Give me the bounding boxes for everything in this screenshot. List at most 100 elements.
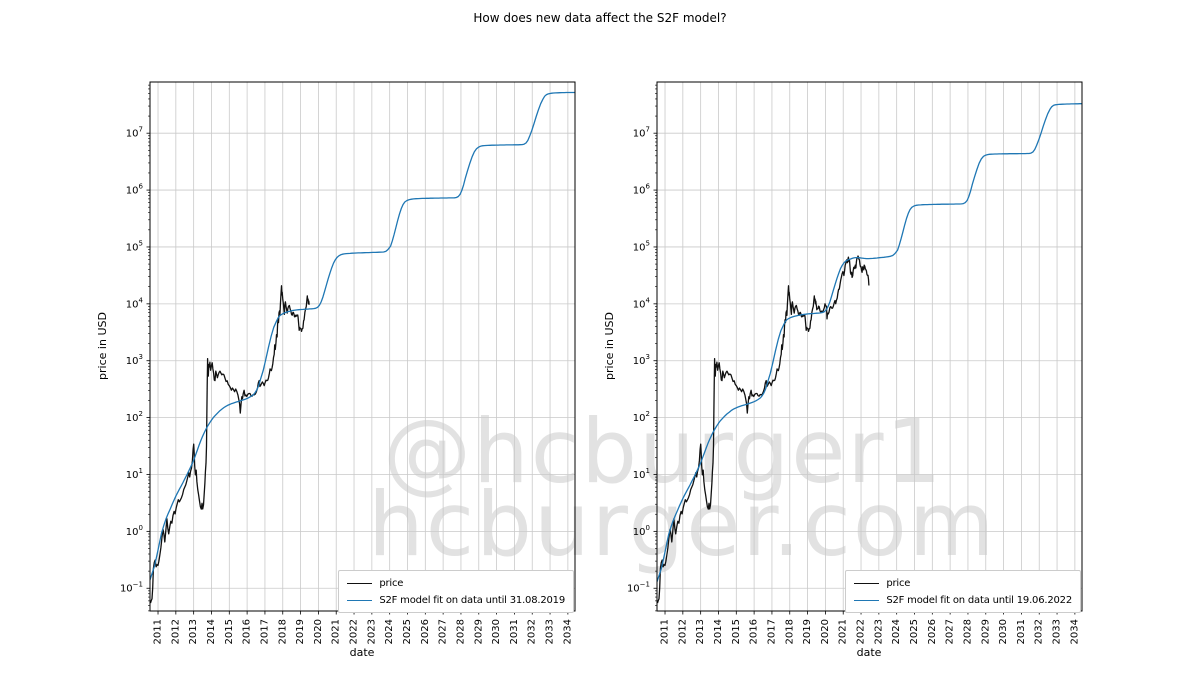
x-tick-label: 2018 [784,619,795,644]
legend-label: price [886,577,911,589]
x-tick-label: 2017 [259,619,270,644]
x-tick-label: 2031 [1016,619,1027,644]
x-tick-label: 2030 [491,619,502,644]
x-tick-label: 2020 [313,619,324,644]
y-tick-label: 107 [633,126,650,140]
x-tick-label: 2024 [384,619,395,644]
x-tick-label: 2013 [188,619,199,644]
x-tick-label: 2021 [331,619,342,644]
legend-label: price [379,577,404,589]
x-tick-label: 2015 [731,619,742,644]
x-tick-label: 2017 [766,619,777,644]
x-tick-label: 2018 [277,619,288,644]
legend-label: S2F model fit on data until 31.08.2019 [379,594,565,606]
x-tick-label: 2033 [1052,619,1063,644]
y-tick-label: 105 [126,239,143,253]
grid [657,82,1082,611]
left-chart-x-axis-label: date [349,646,375,659]
y-tick-label: 103 [633,353,650,367]
left-chart-y-axis-label: price in USD [96,312,109,380]
s2f_model-line [150,91,575,581]
x-tick-label: 2027 [945,619,956,644]
x-tick-label: 2029 [980,619,991,644]
s2f-model-line-sample [347,599,373,601]
legend-entry-price: price [854,576,1072,590]
x-tick-label: 2016 [242,619,253,644]
y-tick-label: 100 [126,524,143,538]
x-tick-label: 2034 [1069,619,1080,644]
left-chart-canvas: 2011 2012 2013 2014 2015 2016 2017 2018 2019 2020… [120,81,576,645]
x-tick-label: 2020 [820,619,831,644]
right-chart-x-axis-label: date [856,646,882,659]
x-tick-label: 2011 [660,619,671,644]
x-tick-label: 2030 [998,619,1009,644]
legend-entry-s2f-model: S2F model fit on data until 19.06.2022 [854,593,1072,607]
left-chart-legend: price S2F model fit on data until 31.08.… [338,570,574,613]
series [150,91,575,604]
figure-title: How does new data affect the S2F model? [473,11,727,25]
x-tick-label: 2023 [873,619,884,644]
x-tick-label: 2014 [206,619,217,644]
x-tick-label: 2013 [695,619,706,644]
legend-entry-s2f-model: S2F model fit on data until 31.08.2019 [347,593,565,607]
ticks [146,132,569,615]
y-tick-label: 102 [126,410,143,424]
y-tick-label: 106 [126,183,144,197]
x-tick-label: 2025 [909,619,920,644]
x-tick-label: 2022 [349,619,360,644]
x-tick-label: 2031 [509,619,520,644]
x-tick-label: 2025 [402,619,413,644]
y-tick-label: 10−1 [120,581,143,595]
x-tick-label: 2028 [962,619,973,644]
s2f-model-line-sample [854,599,880,601]
legend-entry-price: price [347,576,565,590]
y-minor-ticks [655,84,657,612]
x-tick-label: 2027 [438,619,449,644]
x-tick-label: 2019 [802,619,813,644]
x-tick-label: 2029 [473,619,484,644]
s2f_model-line [657,103,1082,583]
y-tick-label: 107 [126,126,143,140]
tick-labels: 2011 2012 2013 2014 2015 2016 2017 2018 2019 2020… [627,126,1080,645]
x-tick-label: 2014 [713,619,724,644]
x-tick-label: 2019 [295,619,306,644]
y-tick-label: 101 [126,467,143,481]
x-tick-label: 2012 [170,619,181,644]
series [657,103,1082,604]
y-tick-label: 103 [126,353,143,367]
x-tick-label: 2012 [677,619,688,644]
y-minor-ticks [148,84,150,612]
x-tick-label: 2033 [545,619,556,644]
x-tick-label: 2023 [366,619,377,644]
y-tick-label: 100 [633,524,650,538]
watermark-line-2: hcburger.com [368,473,997,576]
y-tick-label: 104 [126,296,144,310]
x-tick-label: 2026 [420,619,431,644]
price-line-sample [347,582,373,584]
x-tick-label: 2011 [153,619,164,644]
x-tick-label: 2015 [224,619,235,644]
x-tick-label: 2022 [856,619,867,644]
y-tick-label: 104 [633,296,651,310]
y-tick-label: 10−1 [627,581,650,595]
ticks [653,132,1076,615]
y-tick-label: 106 [633,183,651,197]
x-tick-label: 2024 [891,619,902,644]
right-chart-legend: price S2F model fit on data until 19.06.… [845,570,1081,613]
tick-labels: 2011 2012 2013 2014 2015 2016 2017 2018 2019 2020… [120,126,573,645]
y-tick-label: 102 [633,410,650,424]
x-tick-label: 2021 [838,619,849,644]
grid [150,82,575,611]
price-line [657,255,870,604]
price-line [150,285,310,604]
price-line-sample [854,582,880,584]
x-tick-label: 2016 [749,619,760,644]
right-chart-y-axis-label: price in USD [603,312,616,380]
watermark-line-1: @hcburger1 [383,400,944,503]
x-tick-label: 2034 [562,619,573,644]
x-tick-label: 2032 [527,619,538,644]
y-tick-label: 101 [633,467,650,481]
x-tick-label: 2032 [1034,619,1045,644]
x-tick-label: 2028 [455,619,466,644]
y-tick-label: 105 [633,239,650,253]
